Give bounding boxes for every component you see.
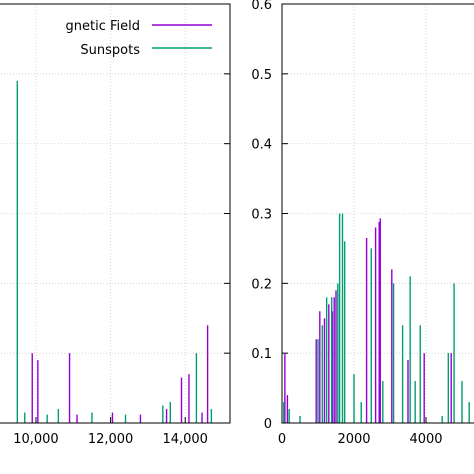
legend: gnetic Field Sunspots xyxy=(66,19,212,58)
right-ytick-label-3: 0.3 xyxy=(251,208,272,223)
right-ytick-label-1: 0.1 xyxy=(251,347,272,362)
left-plot-frame xyxy=(0,3,231,424)
right-ytick-label-5: 0.5 xyxy=(251,68,272,83)
right-panel: 0 2000 4000 0 0.1 0.2 0.3 0.4 0.5 0.6 xyxy=(251,0,474,447)
right-xtick-label-0: 0 xyxy=(278,432,286,447)
right-plot-frame xyxy=(281,3,474,424)
left-xtick-label-2: 14,000 xyxy=(162,432,208,447)
left-xtick-label-0: 10,000 xyxy=(13,432,59,447)
right-xtick-label-2: 4000 xyxy=(409,432,442,447)
right-xtick-label-1: 2000 xyxy=(337,432,370,447)
legend-label-sunspots: Sunspots xyxy=(80,43,140,58)
right-ytick-label-6: 0.6 xyxy=(251,0,272,13)
right-ytick-label-4: 0.4 xyxy=(251,138,272,153)
legend-label-magnetic: gnetic Field xyxy=(66,19,140,34)
right-ytick-label-2: 0.2 xyxy=(251,277,272,292)
left-panel: 10,000 12,000 14,000 xyxy=(0,3,231,447)
left-xtick-label-1: 12,000 xyxy=(88,432,134,447)
right-ytick-label-0: 0 xyxy=(264,417,272,432)
